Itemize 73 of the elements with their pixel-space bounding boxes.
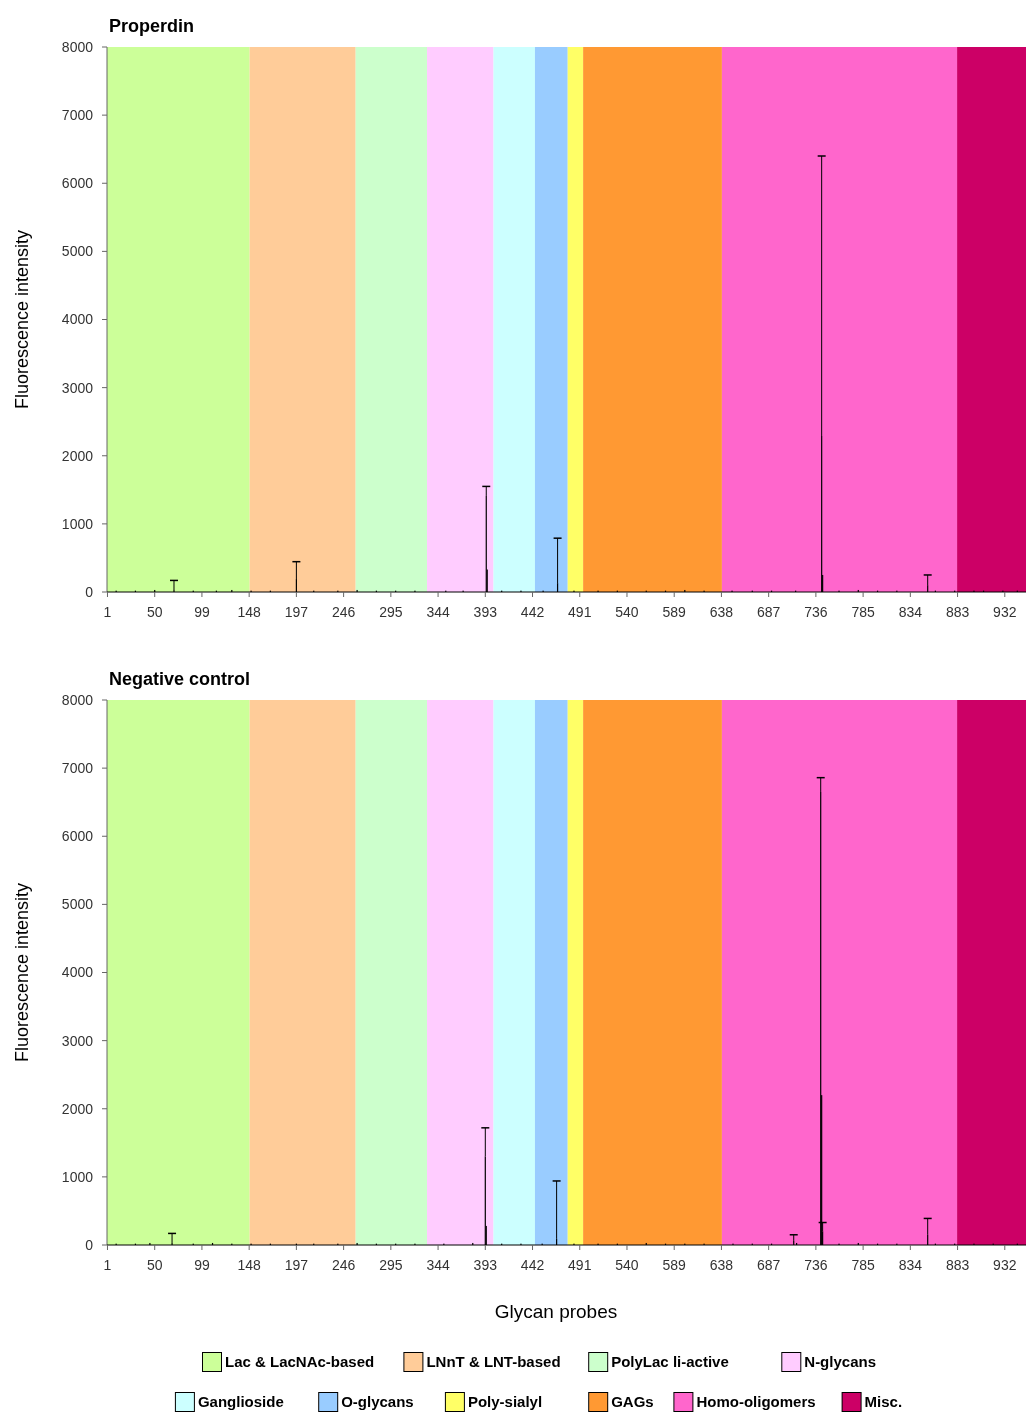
x-tick-label: 491 xyxy=(568,1257,592,1273)
x-tick-label: 687 xyxy=(756,1257,781,1273)
x-tick-label: 932 xyxy=(993,1257,1017,1273)
x-tick-label: 246 xyxy=(331,1257,356,1273)
x-tick-label: 638 xyxy=(709,1257,734,1273)
x-tick-label: 736 xyxy=(804,1257,828,1273)
y-tick-label: 1000 xyxy=(61,515,94,532)
y-tick-label: 6000 xyxy=(61,175,94,192)
y-tick-label: 6000 xyxy=(61,828,94,845)
x-tick-label: 883 xyxy=(945,1257,970,1273)
y-axis-title: Fluorescence intensity xyxy=(12,882,32,1063)
legend-label: PolyLac li-active xyxy=(611,1353,729,1370)
legend-label: Ganglioside xyxy=(197,1393,284,1410)
x-axis-title: Glycan probes xyxy=(494,1301,618,1322)
x-tick-label: 785 xyxy=(851,1257,876,1273)
y-tick-label: 5000 xyxy=(61,896,94,913)
x-tick-label: 197 xyxy=(284,604,309,620)
y-tick-label: 0 xyxy=(85,583,94,600)
x-tick-label: 295 xyxy=(379,604,403,620)
x-tick-label: 393 xyxy=(473,604,498,620)
x-tick-label: 148 xyxy=(237,604,262,620)
legend-label: Homo-oligomers xyxy=(696,1393,816,1410)
legend-label: Poly-sialyl xyxy=(467,1393,543,1410)
x-tick-label: 99 xyxy=(194,604,210,620)
x-tick-label: 442 xyxy=(520,1257,545,1273)
x-tick-label: 148 xyxy=(237,1257,262,1273)
x-tick-label: 883 xyxy=(945,604,970,620)
legend-label: Misc. xyxy=(864,1393,903,1410)
y-tick-label: 1000 xyxy=(61,1168,94,1185)
y-tick-label: 3000 xyxy=(61,379,94,396)
chart-title: Properdin xyxy=(109,16,195,36)
x-tick-label: 540 xyxy=(615,1257,639,1273)
x-tick-label: 1 xyxy=(103,604,112,620)
x-tick-label: 932 xyxy=(993,604,1017,620)
y-tick-label: 2000 xyxy=(61,1100,94,1117)
chart-title: Negative control xyxy=(109,669,251,689)
y-tick-label: 7000 xyxy=(61,107,94,124)
x-tick-label: 99 xyxy=(194,1257,210,1273)
legend-label: O-glycans xyxy=(341,1393,414,1410)
y-tick-label: 0 xyxy=(85,1236,94,1253)
y-tick-label: 2000 xyxy=(61,447,94,464)
x-tick-label: 246 xyxy=(331,604,356,620)
y-tick-label: 5000 xyxy=(61,243,94,260)
legend-label: Lac & LacNAc-based xyxy=(225,1353,375,1370)
x-tick-label: 295 xyxy=(379,1257,403,1273)
x-tick-label: 50 xyxy=(146,604,163,620)
x-tick-label: 50 xyxy=(146,1257,163,1273)
x-tick-label: 442 xyxy=(520,604,545,620)
legend-label: N-glycans xyxy=(804,1353,876,1370)
x-tick-label: 785 xyxy=(851,604,876,620)
legend-label: LNnT & LNT-based xyxy=(426,1353,561,1370)
x-tick-label: 736 xyxy=(804,604,828,620)
x-tick-label: 1 xyxy=(103,1257,112,1273)
x-tick-label: 638 xyxy=(709,604,734,620)
x-tick-label: 834 xyxy=(898,604,923,620)
x-tick-label: 393 xyxy=(473,1257,498,1273)
y-tick-label: 3000 xyxy=(61,1032,94,1049)
y-tick-label: 8000 xyxy=(61,38,94,55)
legend-label: GAGs xyxy=(611,1393,654,1410)
x-tick-label: 344 xyxy=(426,1257,450,1273)
y-tick-label: 4000 xyxy=(61,311,94,328)
y-tick-label: 7000 xyxy=(61,760,94,777)
x-tick-label: 589 xyxy=(662,1257,687,1273)
x-tick-label: 197 xyxy=(284,1257,309,1273)
x-tick-label: 491 xyxy=(568,604,592,620)
y-tick-label: 4000 xyxy=(61,964,94,981)
y-tick-label: 8000 xyxy=(61,691,94,708)
y-axis-title: Fluorescence intensity xyxy=(12,229,32,410)
x-tick-label: 589 xyxy=(662,604,687,620)
x-tick-label: 834 xyxy=(898,1257,923,1273)
x-tick-label: 687 xyxy=(756,604,781,620)
x-tick-label: 344 xyxy=(426,604,450,620)
x-tick-label: 540 xyxy=(615,604,639,620)
